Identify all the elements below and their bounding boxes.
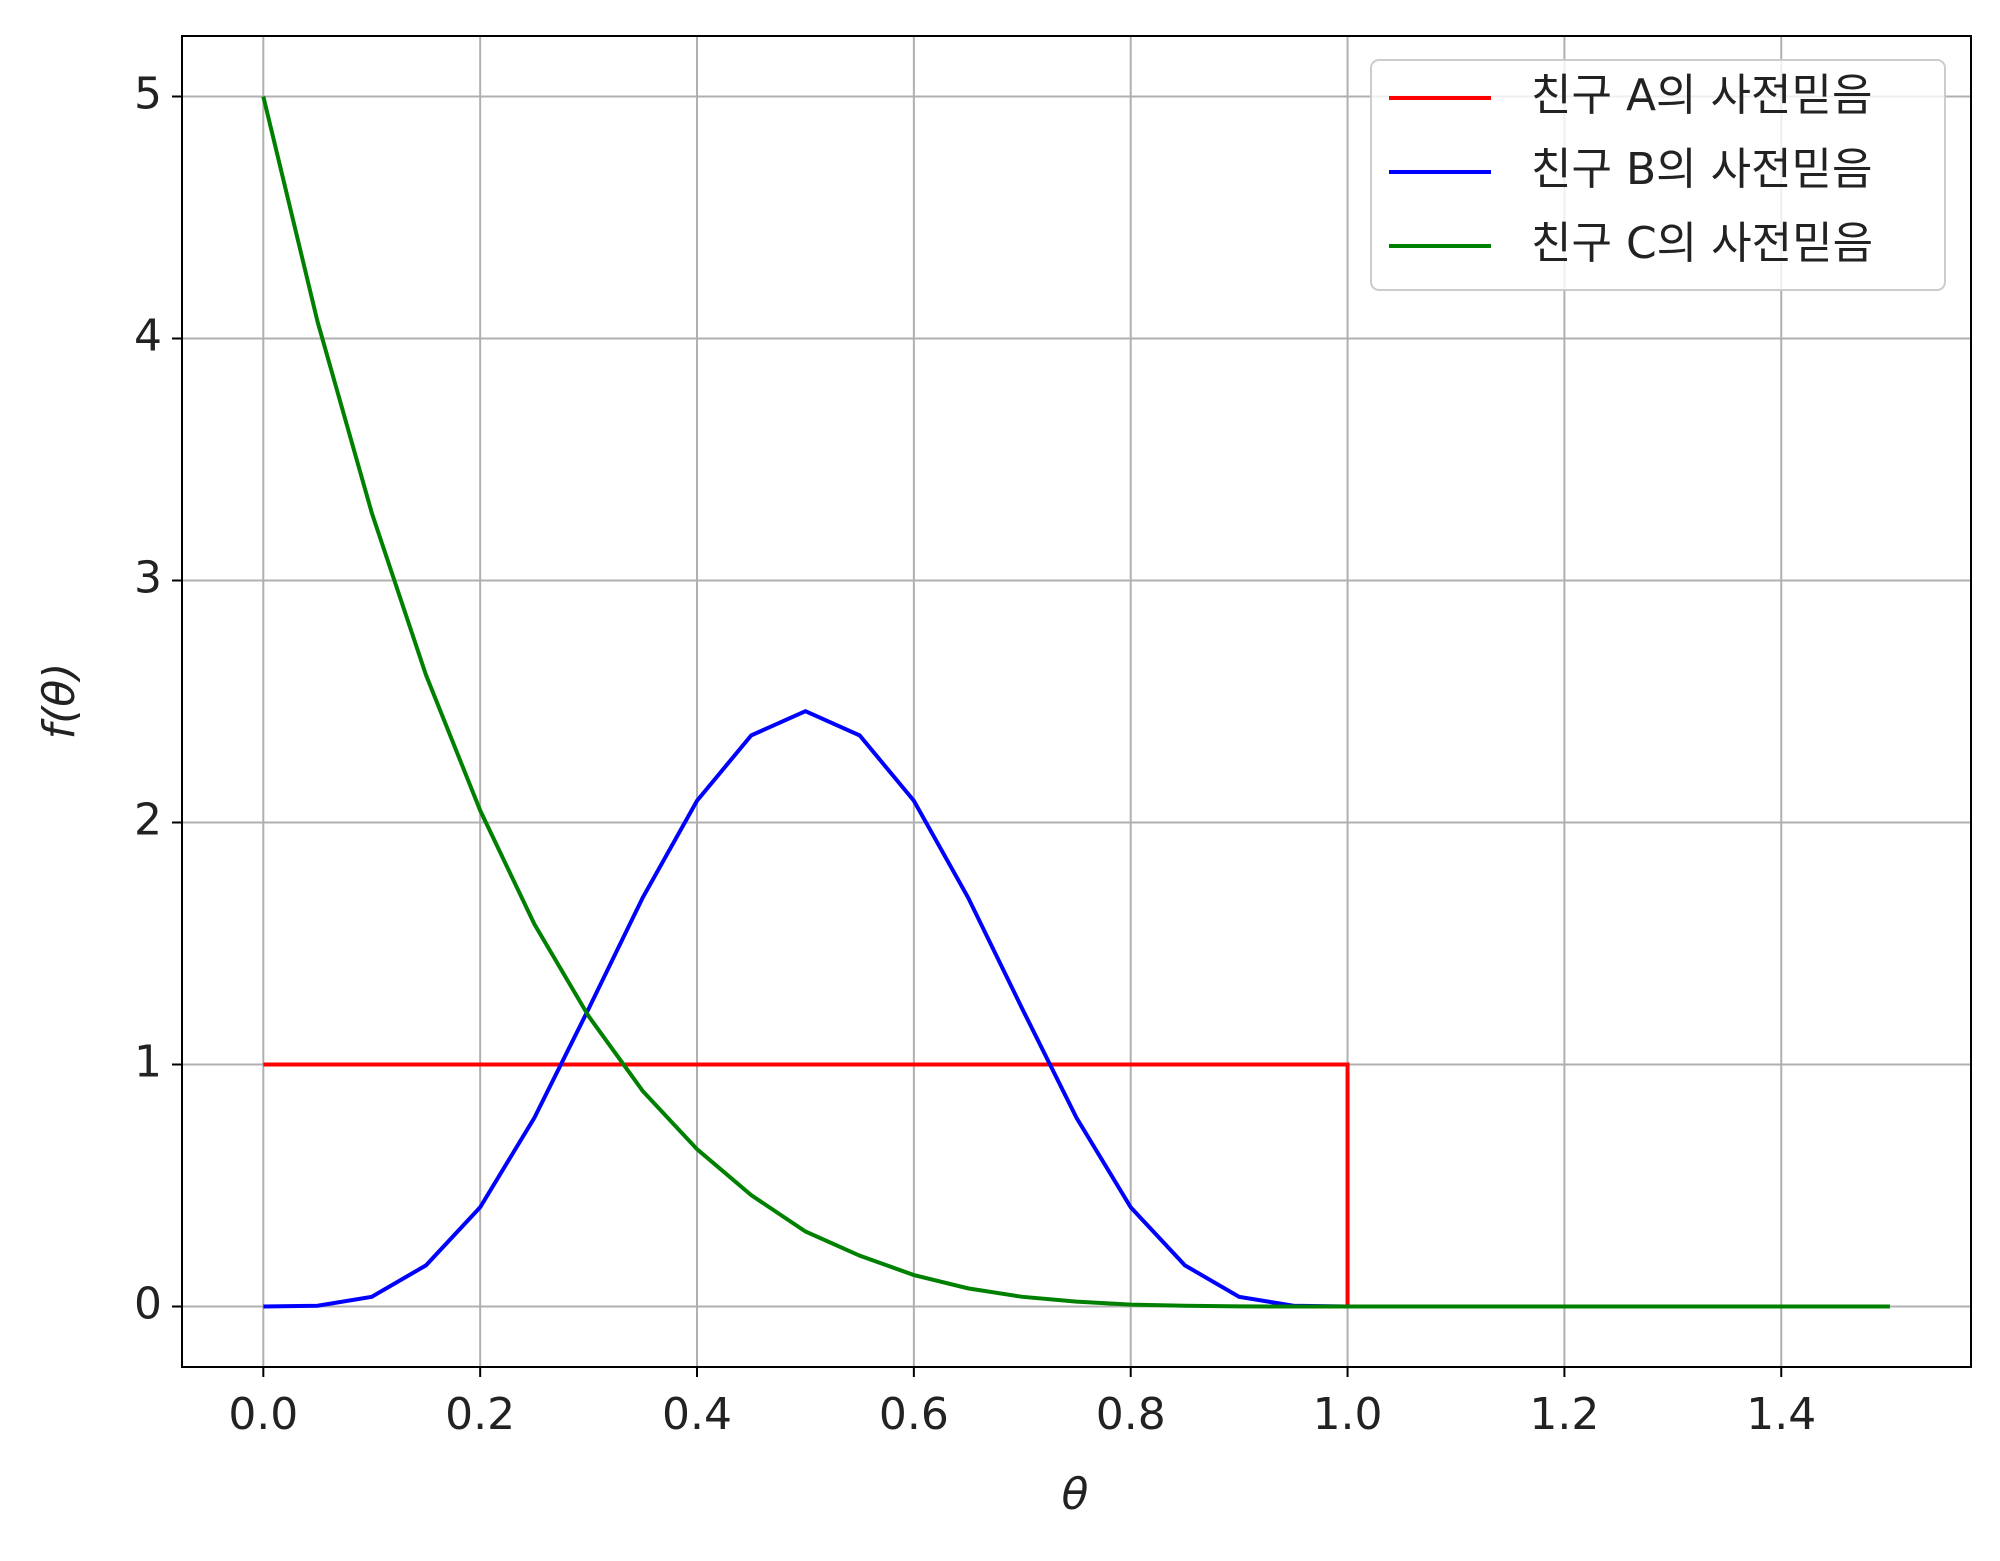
plot-frame — [181, 35, 1972, 1368]
x-tick-label: 0.0 — [228, 1389, 298, 1440]
x-tick-label: 1.0 — [1313, 1389, 1383, 1440]
data-line — [263, 1062, 1890, 1309]
y-axis-label: f(θ) — [34, 663, 85, 740]
y-tick-label: 2 — [134, 795, 162, 846]
y-tick-label: 5 — [134, 69, 162, 120]
y-tick-label: 3 — [134, 553, 162, 604]
data-line — [263, 708, 1890, 1309]
legend-label: 친구 C의 사전믿음 — [1531, 218, 1873, 269]
x-tick-label: 0.6 — [879, 1389, 949, 1440]
y-tick-label: 1 — [134, 1037, 162, 1088]
legend-label: 친구 B의 사전믿음 — [1531, 144, 1873, 195]
x-tick-label: 0.2 — [445, 1389, 515, 1440]
legend-label: 친구 A의 사전믿음 — [1531, 70, 1872, 121]
legend-box — [1370, 59, 1946, 291]
data-line — [261, 96, 1890, 1309]
x-tick-label: 0.4 — [662, 1389, 732, 1440]
x-tick-label: 0.8 — [1096, 1389, 1166, 1440]
x-tick-label: 1.2 — [1529, 1389, 1599, 1440]
x-axis-label: θ — [1062, 1469, 1089, 1520]
y-tick-label: 4 — [134, 311, 162, 362]
x-tick-label: 1.4 — [1746, 1389, 1816, 1440]
y-tick-label: 0 — [134, 1279, 162, 1330]
